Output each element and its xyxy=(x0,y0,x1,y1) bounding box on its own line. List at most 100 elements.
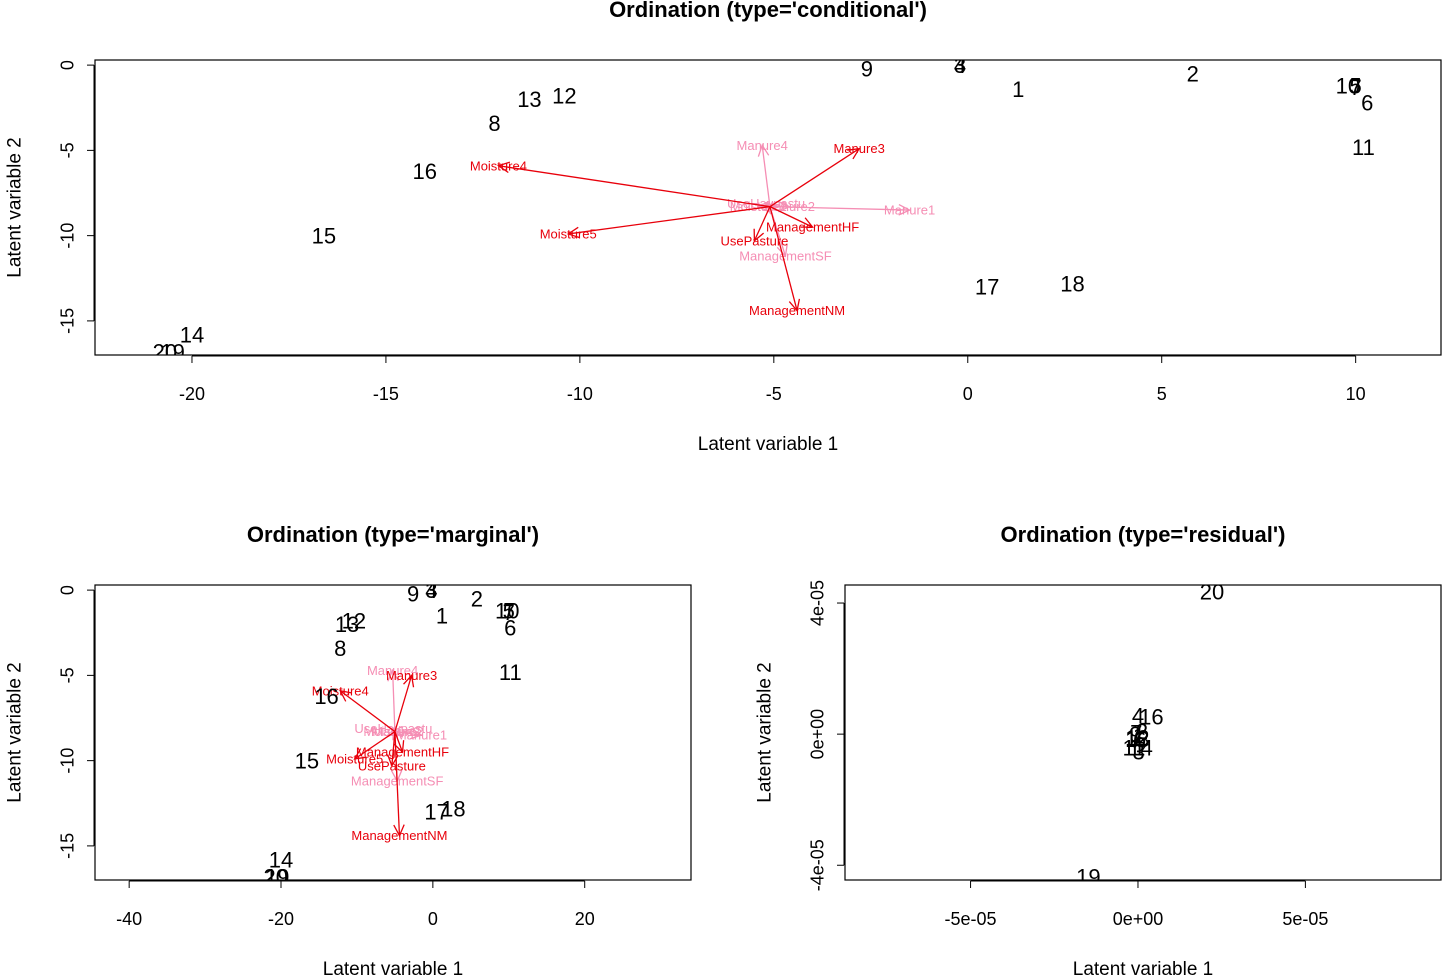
site-label: 20 xyxy=(153,340,177,365)
site-label: 3 xyxy=(1133,739,1145,764)
site-label: 14 xyxy=(1128,735,1152,760)
x-tick-label: -20 xyxy=(268,909,294,929)
site-label: 13 xyxy=(335,612,359,637)
site-label: 12 xyxy=(552,84,576,109)
arrow-head xyxy=(800,217,814,228)
panel-3: Ordination (type='residual') -5e-05 0e+00 5… xyxy=(755,522,1442,976)
y-tick-label: -5 xyxy=(57,142,77,158)
arrow-head xyxy=(393,740,405,754)
y-tick-label: -15 xyxy=(57,308,77,334)
arrow-label: ManagementHF xyxy=(766,220,859,235)
site-label: 2 xyxy=(471,587,483,612)
y-tick-label: -5 xyxy=(57,667,77,683)
chart-title: Ordination (type='residual') xyxy=(1001,522,1286,547)
y-tick-label: -10 xyxy=(57,748,77,774)
arrow-label: UsePasture xyxy=(358,758,426,773)
arrow-head xyxy=(776,244,788,258)
arrow-head xyxy=(788,298,801,313)
plot-frame xyxy=(844,584,1442,881)
site-label: 13 xyxy=(517,87,541,112)
site-label: 16 xyxy=(314,684,338,709)
arrow-line xyxy=(394,731,404,753)
site-label: 11 xyxy=(1123,735,1146,760)
site-label: 4 xyxy=(1132,703,1144,728)
arrow-label: Moisture5 xyxy=(326,751,383,766)
y-tick-label: -15 xyxy=(57,833,77,859)
site-label: 4 xyxy=(425,578,437,603)
x-axis-label: Latent variable 1 xyxy=(1073,959,1214,976)
arrow-label: Moisture4 xyxy=(312,683,369,698)
site-label: 9 xyxy=(861,56,873,81)
y-tick-label: -4e-05 xyxy=(807,839,827,891)
arrow-line xyxy=(354,731,396,760)
x-tick-label: 5 xyxy=(1157,384,1167,404)
site-label: 12 xyxy=(1125,725,1149,750)
arrow-head xyxy=(409,727,423,740)
site-label: 11 xyxy=(499,660,522,685)
site-label: 11 xyxy=(1352,135,1375,160)
arrow-head xyxy=(403,673,415,688)
site-label: 12 xyxy=(342,609,366,634)
arrow-head xyxy=(566,226,580,239)
site-label: 1 xyxy=(1133,724,1145,749)
plot-area: Manure4Manure1Manure2ManagementSFUseHayp… xyxy=(153,53,1375,365)
site-label: 6 xyxy=(1361,91,1373,116)
plot-frame xyxy=(94,584,692,881)
x-tick-label: -5e-05 xyxy=(945,909,997,929)
x-axis-label: Latent variable 1 xyxy=(323,959,464,976)
site-label: 13 xyxy=(1125,727,1149,752)
site-label: 8 xyxy=(488,111,500,136)
arrow-label: Manure1 xyxy=(884,203,935,218)
arrow-line xyxy=(498,165,771,208)
site-label: 14 xyxy=(269,847,293,872)
arrow-line xyxy=(391,670,396,732)
arrow-line xyxy=(394,675,413,732)
arrow-label: UseHaypastu xyxy=(354,721,432,736)
site-label: 17 xyxy=(424,800,448,825)
arrow-label: Moisture2 xyxy=(363,724,420,739)
site-label: 18 xyxy=(441,796,465,821)
site-label: 3 xyxy=(954,53,966,78)
x-tick-label: -40 xyxy=(116,909,142,929)
x-tick-label: -10 xyxy=(567,384,593,404)
x-tick-label: 0e+00 xyxy=(1113,909,1164,929)
y-tick-label: -10 xyxy=(57,223,77,249)
panel-1: Ordination (type='conditional') -20 -15 -10… xyxy=(5,0,1442,455)
y-axis-label: Latent variable 2 xyxy=(5,137,26,278)
x-tick-label: 0 xyxy=(963,384,973,404)
arrow-line xyxy=(761,145,771,207)
arrow-head xyxy=(898,203,912,216)
arrow-line xyxy=(769,206,813,228)
site-label: 15 xyxy=(312,224,336,249)
y-axis-label: Latent variable 2 xyxy=(5,662,26,803)
arrow-head xyxy=(390,725,403,738)
site-label: 1 xyxy=(1012,77,1024,102)
arrow-head xyxy=(753,228,765,243)
arrow-line xyxy=(394,731,401,836)
site-label: 19 xyxy=(265,865,289,890)
arrow-head xyxy=(387,668,399,682)
site-label: 10 xyxy=(495,598,519,623)
arrow-line xyxy=(394,731,422,736)
site-label: 7 xyxy=(1350,75,1362,100)
panel-2: Ordination (type='marginal')-40 -20 0 20Lat… xyxy=(5,522,692,976)
arrow-label: ManagementNM xyxy=(749,303,845,318)
arrow-line xyxy=(339,690,396,733)
x-tick-label: -15 xyxy=(373,384,399,404)
site-label: 17 xyxy=(975,275,999,300)
arrow-label: Manure3 xyxy=(386,668,437,683)
site-label: 20 xyxy=(1200,579,1224,604)
site-label: 9 xyxy=(407,581,419,606)
chart-title: Ordination (type='marginal') xyxy=(247,522,539,547)
y-tick-label: 0e+00 xyxy=(807,709,827,760)
site-label: 6 xyxy=(504,616,516,641)
x-tick-label: 0 xyxy=(428,909,438,929)
arrow-line xyxy=(753,206,771,242)
y-tick-label: 0 xyxy=(57,60,77,70)
arrow-head xyxy=(757,143,770,157)
arrow-label: Manure4 xyxy=(367,663,418,678)
site-label: 14 xyxy=(180,322,204,347)
chart-title: Ordination (type='conditional') xyxy=(609,0,927,22)
x-tick-label: 10 xyxy=(1346,384,1366,404)
plot-frame xyxy=(94,59,1442,356)
